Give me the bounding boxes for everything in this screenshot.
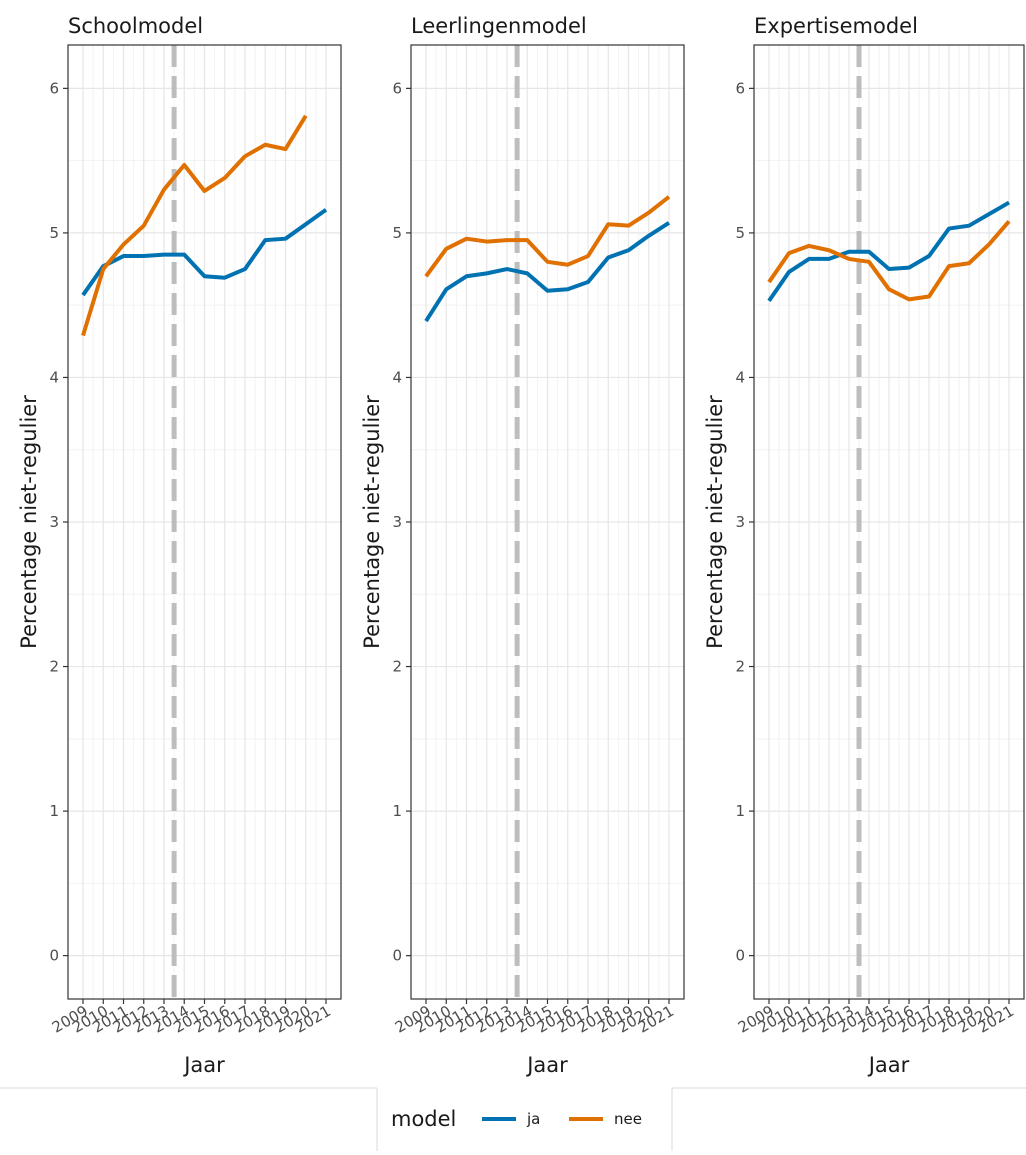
y-tick-label: 5 — [49, 224, 59, 242]
series-line-ja — [767, 200, 1011, 302]
series-line-nee — [424, 195, 671, 278]
y-tick-label: 1 — [392, 802, 402, 820]
x-axis-title: Jaar — [182, 1053, 225, 1077]
series-line-ja — [424, 221, 671, 323]
y-axis-title: Percentage niet-regulier — [360, 395, 384, 649]
y-tick-label: 0 — [49, 947, 59, 965]
y-tick-label: 0 — [735, 947, 745, 965]
y-tick-label: 5 — [735, 224, 745, 242]
y-tick-label: 3 — [49, 513, 59, 531]
legend-label-nee: nee — [614, 1110, 642, 1128]
panel-title: Expertisemodel — [754, 14, 918, 38]
y-axis-title: Percentage niet-regulier — [17, 395, 41, 649]
legend-label-ja: ja — [526, 1110, 540, 1128]
legend-title: model — [391, 1107, 456, 1131]
panel-title: Leerlingenmodel — [411, 14, 587, 38]
x-axis-title: Jaar — [525, 1053, 568, 1077]
series-line-ja — [81, 208, 328, 297]
panel-schoolmodel: 0123456200920102011201220132014201520162… — [17, 14, 342, 1077]
series-line-nee — [767, 220, 1011, 302]
x-axis-title: Jaar — [867, 1053, 910, 1077]
y-tick-label: 1 — [49, 802, 59, 820]
y-tick-label: 2 — [392, 658, 402, 676]
y-tick-label: 1 — [735, 802, 745, 820]
series-line-nee — [81, 114, 308, 337]
y-tick-label: 4 — [49, 368, 59, 386]
y-axis-title: Percentage niet-regulier — [703, 395, 727, 649]
y-tick-label: 6 — [392, 79, 402, 97]
y-tick-label: 4 — [735, 368, 745, 386]
y-tick-label: 3 — [392, 513, 402, 531]
y-tick-label: 2 — [735, 658, 745, 676]
y-tick-label: 6 — [49, 79, 59, 97]
y-tick-label: 0 — [392, 947, 402, 965]
panel-expertisemodel: 0123456200920102011201220132014201520162… — [703, 14, 1025, 1077]
y-tick-label: 6 — [735, 79, 745, 97]
y-tick-label: 2 — [49, 658, 59, 676]
panel-leerlingenmodel: 0123456200920102011201220132014201520162… — [360, 14, 685, 1077]
legend: model ja nee — [0, 1087, 1026, 1151]
panel-title: Schoolmodel — [68, 14, 203, 38]
y-tick-label: 3 — [735, 513, 745, 531]
y-tick-label: 5 — [392, 224, 402, 242]
y-tick-label: 4 — [392, 368, 402, 386]
